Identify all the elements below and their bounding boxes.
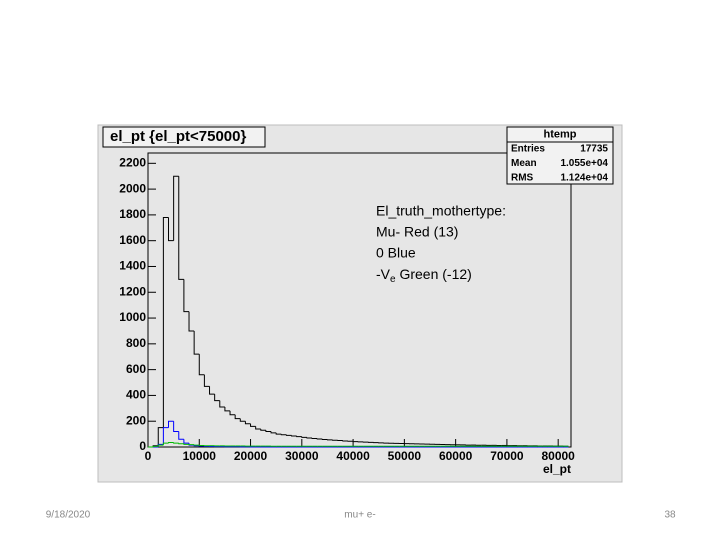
stats-value: 17735 bbox=[580, 144, 608, 155]
annotation-line: El_truth_mothertype: bbox=[376, 203, 506, 219]
y-tick-label: 800 bbox=[126, 336, 146, 350]
stats-value: 1.124e+04 bbox=[560, 173, 608, 184]
annotation-line: Mu- Red (13) bbox=[376, 224, 458, 240]
plot-frame bbox=[148, 153, 571, 447]
stats-value: 1.055e+04 bbox=[560, 158, 608, 169]
x-tick-label: 60000 bbox=[439, 449, 473, 463]
y-tick-label: 400 bbox=[126, 388, 146, 402]
footer-date: 9/18/2020 bbox=[46, 510, 91, 521]
histogram-bin bbox=[322, 439, 327, 440]
x-tick-label: 70000 bbox=[490, 449, 524, 463]
stats-label: Mean bbox=[511, 158, 537, 169]
stats-label: Entries bbox=[511, 144, 545, 155]
histogram-bin bbox=[317, 438, 322, 439]
chart-title: el_pt {el_pt<75000} bbox=[110, 128, 246, 145]
annotation-line: 0 Blue bbox=[376, 245, 416, 261]
y-tick-label: 1400 bbox=[119, 259, 146, 273]
y-tick-label: 200 bbox=[126, 413, 146, 427]
footer-text: mu+ e- bbox=[344, 510, 375, 521]
x-tick-label: 80000 bbox=[541, 449, 575, 463]
histogram-bin bbox=[312, 438, 317, 439]
y-tick-label: 1800 bbox=[119, 207, 146, 221]
x-tick-label: 40000 bbox=[336, 449, 370, 463]
y-tick-label: 1000 bbox=[119, 310, 146, 324]
x-axis-label: el_pt bbox=[543, 462, 571, 476]
annotation-part: Green (-12) bbox=[396, 266, 472, 282]
x-tick-label: 50000 bbox=[388, 449, 422, 463]
y-tick-label: 2200 bbox=[119, 155, 146, 169]
y-tick-label: 1600 bbox=[119, 233, 146, 247]
x-tick-label: 30000 bbox=[285, 449, 319, 463]
stats-title: htemp bbox=[544, 128, 577, 140]
annotation-part: -V bbox=[376, 266, 391, 282]
y-tick-label: 1200 bbox=[119, 284, 146, 298]
x-tick-label: 0 bbox=[145, 449, 152, 463]
x-tick-label: 20000 bbox=[234, 449, 268, 463]
page-number: 38 bbox=[664, 510, 676, 521]
y-tick-label: 600 bbox=[126, 362, 146, 376]
stats-label: RMS bbox=[511, 173, 534, 184]
y-tick-label: 2000 bbox=[119, 181, 146, 195]
x-tick-label: 10000 bbox=[183, 449, 217, 463]
